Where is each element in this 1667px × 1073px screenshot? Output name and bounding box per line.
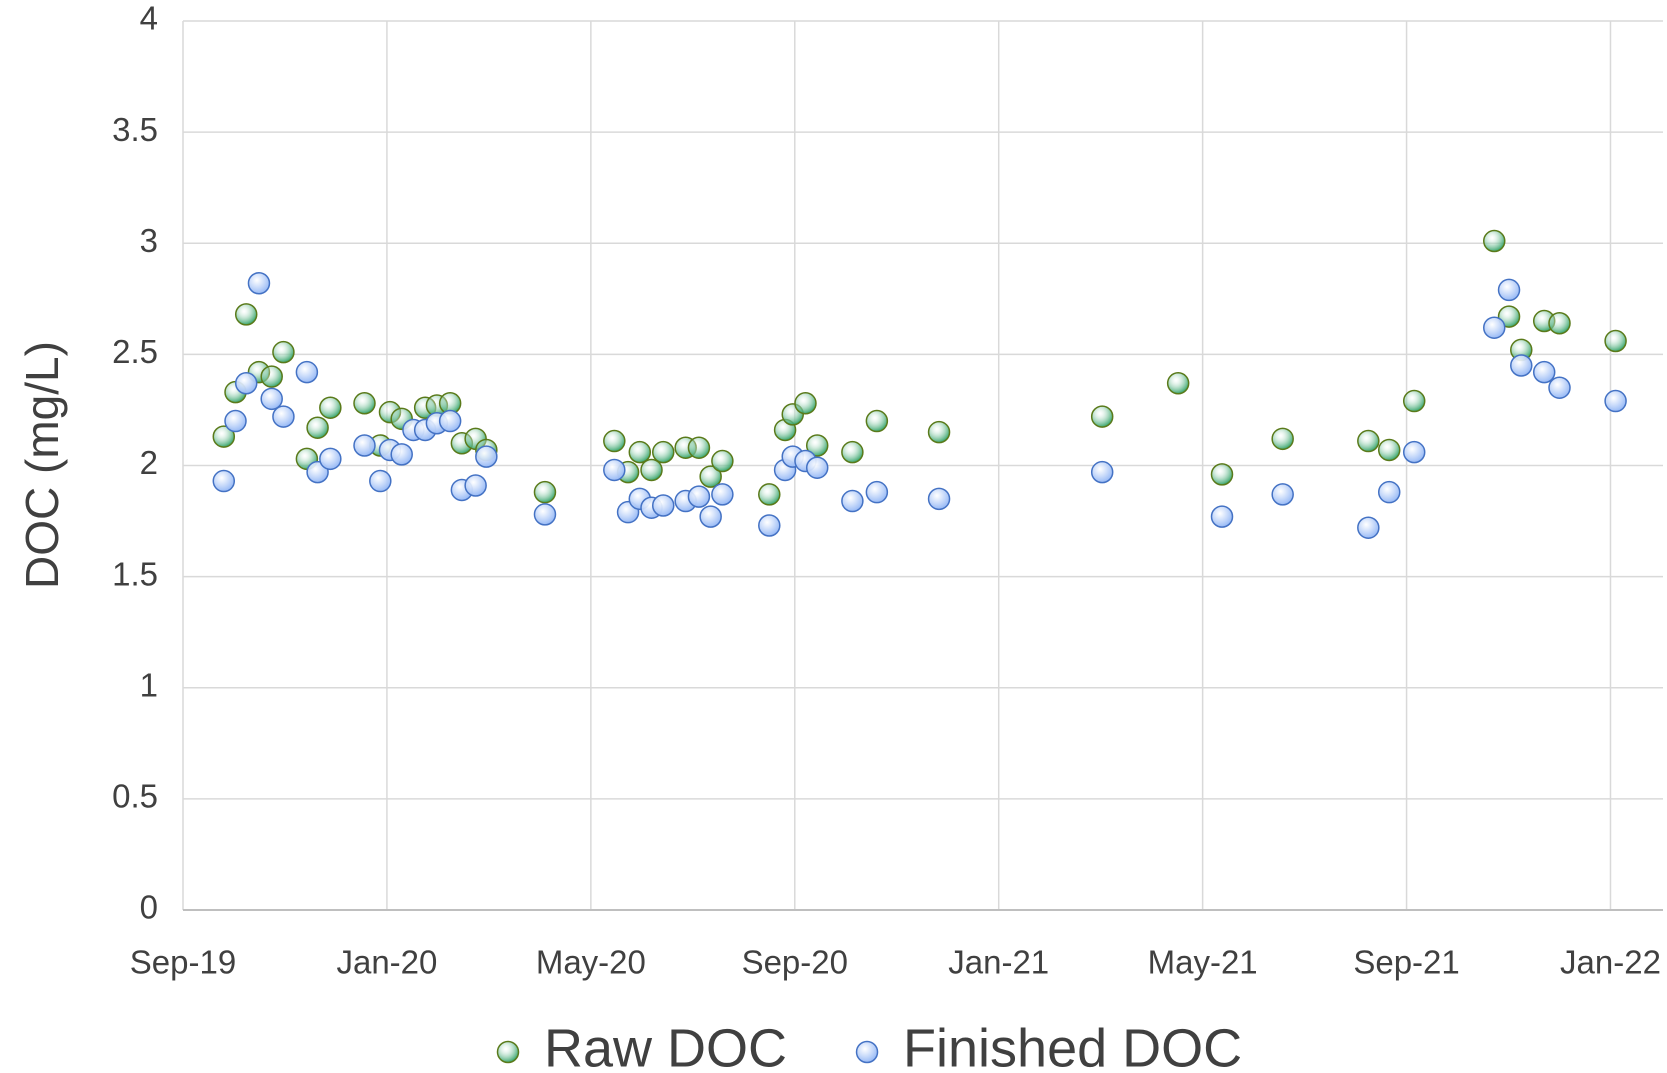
legend-marker: [496, 1040, 520, 1064]
data-point: [687, 485, 711, 508]
data-point: [212, 469, 236, 493]
data-point: [1271, 427, 1294, 451]
data-point: [841, 489, 864, 513]
data-point: [1090, 460, 1114, 484]
x-tick-label: Jan-21: [948, 944, 1049, 981]
y-axis-label: DOC (mg/L): [16, 341, 68, 589]
y-tick-label: 2.5: [112, 333, 158, 370]
data-point: [1271, 483, 1294, 506]
x-tick-label: Sep-21: [1353, 944, 1459, 981]
data-point: [1090, 405, 1114, 428]
x-tick-label: May-21: [1148, 944, 1258, 981]
data-point: [651, 494, 675, 517]
data-point: [1377, 438, 1401, 462]
y-tick-label: 1.5: [112, 555, 158, 592]
data-point: [319, 396, 342, 419]
data-point: [272, 340, 295, 364]
data-point: [464, 474, 487, 497]
data-point: [306, 416, 329, 439]
data-point: [794, 392, 817, 415]
data-point: [234, 372, 258, 395]
data-point: [758, 514, 781, 537]
data-point: [603, 458, 626, 482]
data-point: [475, 445, 498, 468]
x-tick-label: Sep-20: [742, 944, 848, 981]
legend-label: Raw DOC: [544, 1018, 787, 1073]
data-point: [805, 456, 829, 479]
data-point: [699, 505, 722, 528]
data-point: [1548, 312, 1571, 335]
data-point: [1357, 429, 1380, 453]
data-point: [295, 360, 319, 384]
data-point: [247, 272, 271, 295]
data-point: [711, 449, 734, 473]
data-point: [353, 434, 376, 457]
data-point: [927, 487, 951, 511]
data-point: [1402, 389, 1426, 413]
data-point: [1210, 505, 1234, 528]
data-point: [1483, 316, 1506, 339]
data-point: [234, 303, 258, 326]
data-point: [390, 443, 413, 466]
data-point: [1210, 463, 1234, 486]
y-tick-label: 1: [140, 666, 158, 703]
data-point: [865, 409, 889, 433]
legend-marker: [855, 1040, 879, 1064]
data-point: [533, 503, 557, 526]
data-point: [533, 480, 557, 504]
data-point: [1604, 389, 1627, 413]
data-point: [224, 409, 247, 433]
data-point: [1483, 229, 1506, 253]
x-tick-label: Jan-20: [336, 944, 437, 981]
data-point: [711, 483, 734, 506]
data-point: [1377, 480, 1401, 504]
data-point: [640, 458, 663, 482]
data-point: [212, 425, 236, 448]
data-point: [687, 436, 711, 459]
data-point: [927, 420, 951, 444]
data-point: [1548, 376, 1571, 399]
x-tick-label: Sep-19: [130, 944, 236, 981]
data-point: [1497, 278, 1521, 302]
data-point: [353, 392, 376, 415]
y-tick-label: 3.5: [112, 111, 158, 148]
data-point: [1510, 354, 1533, 377]
data-point: [260, 387, 283, 411]
data-point: [805, 434, 829, 457]
x-tick-label: Jan-22: [1560, 944, 1661, 981]
data-point: [438, 409, 462, 433]
data-point: [369, 469, 392, 493]
data-point: [651, 440, 675, 464]
data-point: [1357, 516, 1380, 539]
legend-label: Finished DOC: [903, 1018, 1242, 1073]
data-point: [272, 405, 295, 428]
y-tick-label: 0.5: [112, 778, 158, 815]
data-point: [628, 440, 652, 464]
data-point: [865, 480, 889, 504]
data-point: [260, 365, 283, 388]
data-point: [1402, 440, 1426, 464]
data-point: [319, 447, 342, 471]
data-point: [699, 465, 722, 488]
data-point: [841, 440, 864, 464]
y-tick-label: 4: [140, 0, 158, 37]
y-tick-label: 0: [140, 889, 158, 926]
y-tick-label: 3: [140, 222, 158, 259]
data-point: [603, 429, 626, 453]
data-point: [1604, 329, 1627, 353]
x-tick-label: May-20: [536, 944, 646, 981]
data-point: [758, 483, 781, 506]
data-point: [1532, 360, 1556, 384]
y-tick-label: 2: [140, 444, 158, 481]
data-point: [1166, 372, 1190, 395]
